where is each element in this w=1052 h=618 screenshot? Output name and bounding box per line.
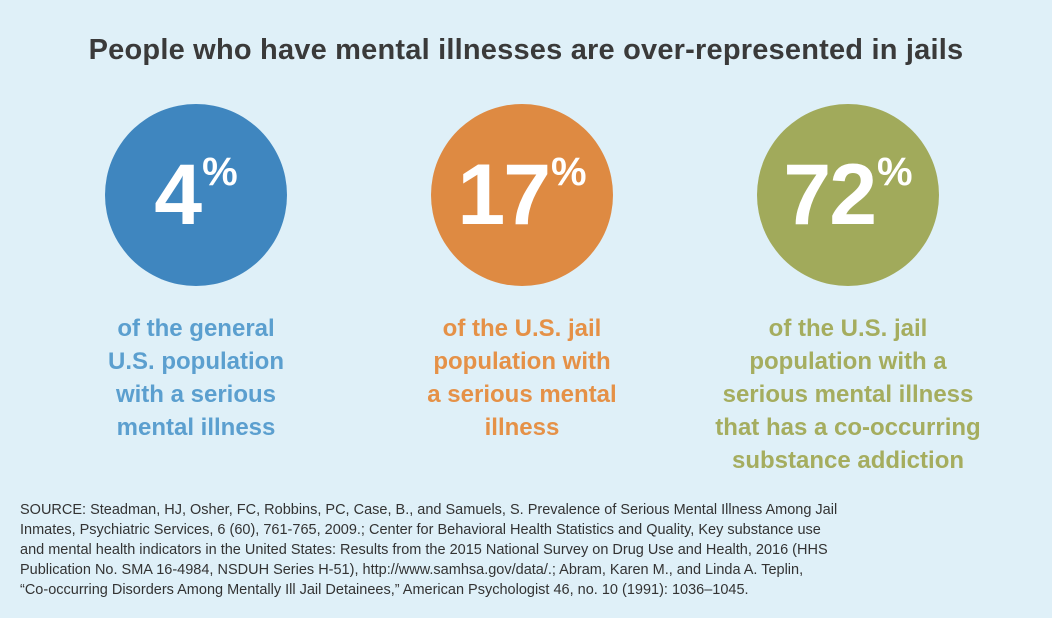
stat-unit: % — [551, 150, 587, 194]
caption-line: mental illness — [116, 414, 276, 441]
stat-circle: 72% — [757, 104, 939, 286]
stat-value: 17 — [457, 147, 551, 243]
stat-jail-population: 17% of the U.S. jail population with a s… — [362, 104, 682, 444]
source-line: Publication No. SMA 16-4984, NSDUH Serie… — [20, 562, 804, 578]
page-title: People who have mental illnesses are ove… — [88, 34, 964, 66]
stat-unit: % — [202, 150, 238, 194]
stat-unit: % — [877, 150, 913, 194]
caption-line: substance addiction — [731, 447, 965, 474]
source-line: Inmates, Psychiatric Services, 6 (60), 7… — [20, 522, 821, 538]
source-line: “Co-occurring Disorders Among Mentally I… — [20, 582, 749, 598]
caption-line: a serious mental — [427, 381, 617, 408]
source-line: and mental health indicators in the Unit… — [20, 542, 828, 558]
stat-co-occurring: 72% of the U.S. jail population with a s… — [688, 104, 1008, 477]
caption-line: illness — [484, 414, 560, 441]
stat-caption: of the general U.S. population with a se… — [36, 312, 356, 444]
caption-line: of the U.S. jail — [768, 315, 928, 342]
caption-line: of the general — [117, 315, 275, 342]
stat-value: 72 — [783, 147, 877, 243]
caption-line: population with a — [749, 348, 947, 375]
caption-line: population with — [433, 348, 611, 375]
caption-line: with a serious — [115, 381, 277, 408]
stat-circle: 17% — [431, 104, 613, 286]
caption-line: that has a co-occurring — [715, 414, 981, 441]
stat-caption: of the U.S. jail population with a serio… — [688, 312, 1008, 477]
stat-caption: of the U.S. jail population with a serio… — [362, 312, 682, 444]
source-citation: SOURCE: Steadman, HJ, Osher, FC, Robbins… — [20, 500, 1035, 600]
caption-line: U.S. population — [108, 348, 284, 375]
caption-line: serious mental illness — [722, 381, 974, 408]
source-line: SOURCE: Steadman, HJ, Osher, FC, Robbins… — [20, 502, 838, 518]
stat-general-population: 4% of the general U.S. population with a… — [36, 104, 356, 444]
caption-line: of the U.S. jail — [442, 315, 602, 342]
stat-circle: 4% — [105, 104, 287, 286]
stat-value: 4 — [154, 147, 202, 243]
